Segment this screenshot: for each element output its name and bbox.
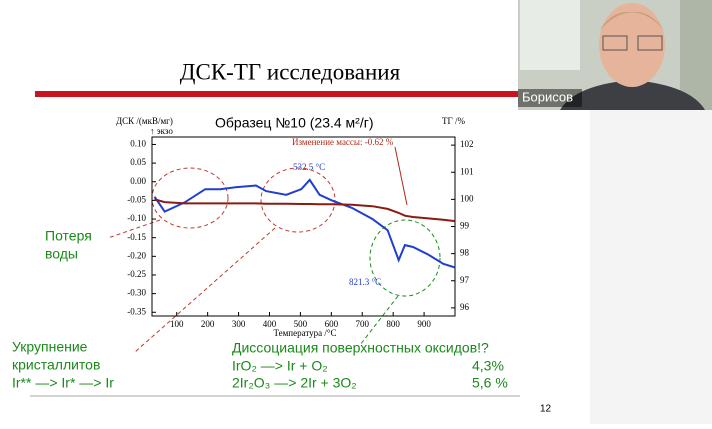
- highlight-circle: [260, 167, 336, 233]
- annotation-arrow: [394, 146, 408, 206]
- note: Укрупнение: [12, 339, 88, 355]
- y2-tick-label: 100: [460, 193, 474, 203]
- webcam: Борисов: [518, 0, 712, 110]
- y2-label: ТГ /%: [442, 116, 465, 126]
- y2-tick-label: 97: [460, 275, 470, 285]
- y-tick-label: -0.10: [127, 213, 146, 223]
- y-tick-label: -0.30: [127, 288, 146, 298]
- y2-tick-label: 101: [460, 166, 474, 176]
- series-line: [153, 178, 456, 269]
- note: кристаллитов: [12, 357, 100, 373]
- y-tick-label: -0.05: [127, 194, 146, 204]
- y-label: ДСК /(мкВ/мг): [116, 116, 173, 126]
- webcam-name: Борисов: [522, 89, 573, 104]
- webcam-glasses: [602, 35, 628, 51]
- page-number: 12: [540, 404, 552, 415]
- y-tick-label: 0.00: [130, 176, 146, 186]
- y-tick-label: -0.20: [127, 250, 146, 260]
- side-panel: [590, 110, 712, 424]
- note: IrO₂ —> Ir + O₂: [232, 358, 328, 374]
- y-tick-label: -0.25: [127, 269, 146, 279]
- x-tick-label: 700: [355, 319, 369, 329]
- y-tick-label: -0.15: [127, 232, 146, 242]
- webcam-label-bg: [518, 89, 582, 107]
- note: Ir** —> Ir* —> Ir: [12, 375, 114, 391]
- webcam-shelf: [520, 0, 580, 70]
- arrow: [107, 219, 161, 239]
- x-tick-label: 900: [417, 319, 431, 329]
- highlight-circle: [369, 219, 441, 297]
- annotation: 532.5 °C: [293, 162, 325, 172]
- webcam-glasses: [637, 35, 663, 51]
- x-tick-label: 500: [294, 319, 308, 329]
- x-tick-label: 100: [170, 319, 184, 329]
- y2-tick-label: 98: [460, 248, 470, 258]
- webcam-face: [599, 3, 665, 87]
- series-line: [154, 198, 456, 223]
- y2-tick-label: 102: [460, 139, 474, 149]
- y-tick-label: 0.05: [130, 157, 146, 167]
- note: Диссоциация поверхностных оксидов!?: [232, 340, 489, 356]
- arrow: [134, 227, 276, 353]
- webcam-body: [560, 80, 705, 110]
- note: воды: [45, 246, 78, 262]
- x-tick-label: 800: [386, 319, 400, 329]
- annotation: Изменение массы: -0.62 %: [292, 137, 394, 147]
- title-bar: [35, 91, 521, 97]
- y2-tick-label: 96: [460, 302, 470, 312]
- x-tick-label: 200: [201, 319, 215, 329]
- webcam-wall: [680, 0, 712, 110]
- x-tick-label: 300: [232, 319, 246, 329]
- y-tick-label: 0.10: [130, 139, 146, 149]
- chart-area: [115, 110, 460, 342]
- y-tick-label: -0.35: [127, 306, 146, 316]
- x-tick-label: 600: [325, 319, 339, 329]
- x-label: Температура /°C: [273, 328, 336, 338]
- y2-tick-label: 99: [460, 221, 470, 231]
- y-note: ↑ экзо: [150, 126, 173, 136]
- note: 2Ir₂O₃ —> 2Ir + 3O₂: [232, 375, 357, 391]
- note: 4,3%: [472, 358, 504, 374]
- x-tick-label: 400: [263, 319, 277, 329]
- note: 5,6 %: [472, 375, 508, 391]
- arrow: [359, 295, 399, 346]
- chart-title: Образец №10 (23.4 м²/г): [215, 115, 374, 131]
- note: Потеря: [45, 228, 92, 244]
- webcam-hair: [600, 11, 664, 30]
- slide-title: ДСК-ТГ исследования: [180, 59, 401, 84]
- annotation: 821.3 °C: [349, 277, 381, 287]
